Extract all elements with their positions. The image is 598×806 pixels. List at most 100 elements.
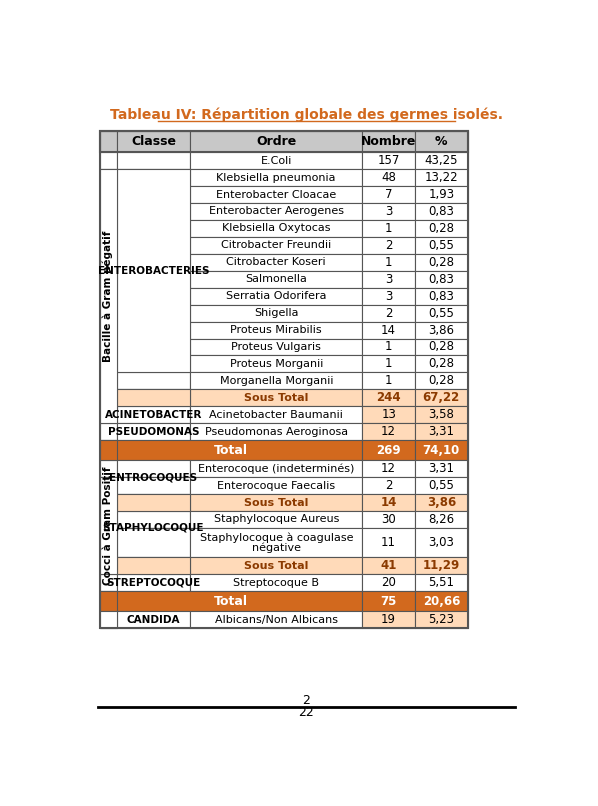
- Text: 75: 75: [380, 595, 397, 608]
- Text: 1: 1: [385, 256, 392, 268]
- Bar: [362, 406, 415, 423]
- Bar: [362, 237, 415, 254]
- Bar: [117, 339, 190, 355]
- Text: 3,86: 3,86: [427, 496, 456, 509]
- Bar: [415, 254, 468, 271]
- Bar: [415, 288, 468, 305]
- Text: Enterocoque (indeterminés): Enterocoque (indeterminés): [198, 463, 355, 474]
- Text: 0,28: 0,28: [428, 374, 454, 388]
- Bar: [117, 237, 190, 254]
- Text: 74,10: 74,10: [423, 443, 460, 457]
- Bar: [117, 186, 190, 203]
- Text: 14: 14: [381, 323, 396, 337]
- Text: 22: 22: [298, 706, 315, 719]
- Text: 0,55: 0,55: [428, 479, 454, 492]
- Bar: [99, 460, 117, 477]
- Text: 269: 269: [376, 443, 401, 457]
- Text: 67,22: 67,22: [423, 391, 460, 405]
- Text: Shigella: Shigella: [254, 308, 298, 318]
- Bar: [415, 557, 468, 574]
- Bar: [362, 169, 415, 186]
- Bar: [117, 131, 190, 152]
- Bar: [117, 203, 190, 220]
- Bar: [362, 339, 415, 355]
- Bar: [362, 460, 415, 477]
- Bar: [117, 611, 190, 628]
- Text: 0,83: 0,83: [428, 272, 454, 285]
- Text: 20,66: 20,66: [423, 595, 460, 608]
- Bar: [190, 389, 362, 406]
- Text: 3: 3: [385, 289, 392, 302]
- Bar: [190, 339, 362, 355]
- Bar: [362, 611, 415, 628]
- Text: 3,31: 3,31: [428, 426, 454, 438]
- Text: Total: Total: [214, 595, 248, 608]
- Bar: [415, 494, 468, 511]
- Bar: [415, 355, 468, 372]
- Bar: [190, 220, 362, 237]
- Text: 12: 12: [381, 426, 396, 438]
- Bar: [190, 460, 362, 477]
- Bar: [362, 440, 415, 460]
- Text: 3,86: 3,86: [428, 323, 454, 337]
- Bar: [99, 440, 362, 460]
- Text: E.Coli: E.Coli: [261, 156, 292, 165]
- Bar: [415, 611, 468, 628]
- Bar: [362, 131, 415, 152]
- Bar: [190, 557, 362, 574]
- Bar: [362, 322, 415, 339]
- Text: 3,31: 3,31: [428, 462, 454, 475]
- Text: 5,51: 5,51: [428, 576, 454, 589]
- Bar: [415, 423, 468, 440]
- Bar: [362, 271, 415, 288]
- Text: 3,58: 3,58: [428, 408, 454, 422]
- Text: Citrobacter Freundii: Citrobacter Freundii: [221, 240, 331, 251]
- Bar: [362, 288, 415, 305]
- Bar: [99, 389, 117, 406]
- Text: Proteus Mirabilis: Proteus Mirabilis: [230, 325, 322, 335]
- Bar: [117, 152, 190, 169]
- Text: Nombre: Nombre: [361, 135, 416, 147]
- Bar: [190, 322, 362, 339]
- Text: 0,28: 0,28: [428, 357, 454, 371]
- Bar: [117, 254, 190, 271]
- Text: 13,22: 13,22: [425, 171, 458, 184]
- Bar: [117, 169, 190, 186]
- Text: Enterobacter Cloacae: Enterobacter Cloacae: [216, 189, 336, 200]
- Bar: [99, 254, 117, 271]
- Bar: [190, 131, 362, 152]
- Text: Cocci à Gram Positif: Cocci à Gram Positif: [103, 467, 113, 585]
- Bar: [415, 152, 468, 169]
- Text: Bacille à Gram négatif: Bacille à Gram négatif: [103, 231, 114, 362]
- Bar: [99, 528, 117, 557]
- Bar: [117, 220, 190, 237]
- Text: 19: 19: [381, 613, 396, 626]
- Bar: [117, 460, 190, 477]
- Bar: [99, 574, 117, 591]
- Bar: [190, 528, 362, 557]
- Text: Klebsiella Oxytocas: Klebsiella Oxytocas: [222, 223, 331, 234]
- Bar: [362, 574, 415, 591]
- Text: Proteus Morganii: Proteus Morganii: [230, 359, 323, 369]
- Text: 48: 48: [381, 171, 396, 184]
- Bar: [99, 406, 117, 423]
- Bar: [99, 322, 117, 339]
- Text: 20: 20: [381, 576, 396, 589]
- Bar: [415, 271, 468, 288]
- Text: Sous Total: Sous Total: [244, 393, 309, 403]
- Text: 0,28: 0,28: [428, 256, 454, 268]
- Bar: [190, 203, 362, 220]
- Bar: [99, 511, 117, 528]
- Bar: [415, 131, 468, 152]
- Bar: [99, 611, 117, 628]
- Bar: [99, 152, 117, 169]
- Bar: [190, 254, 362, 271]
- Text: Sous Total: Sous Total: [244, 561, 309, 571]
- Bar: [190, 305, 362, 322]
- Text: 157: 157: [377, 154, 400, 167]
- Bar: [99, 237, 117, 254]
- Bar: [99, 186, 117, 203]
- Bar: [190, 511, 362, 528]
- Text: 3,03: 3,03: [428, 536, 454, 549]
- Bar: [99, 611, 117, 628]
